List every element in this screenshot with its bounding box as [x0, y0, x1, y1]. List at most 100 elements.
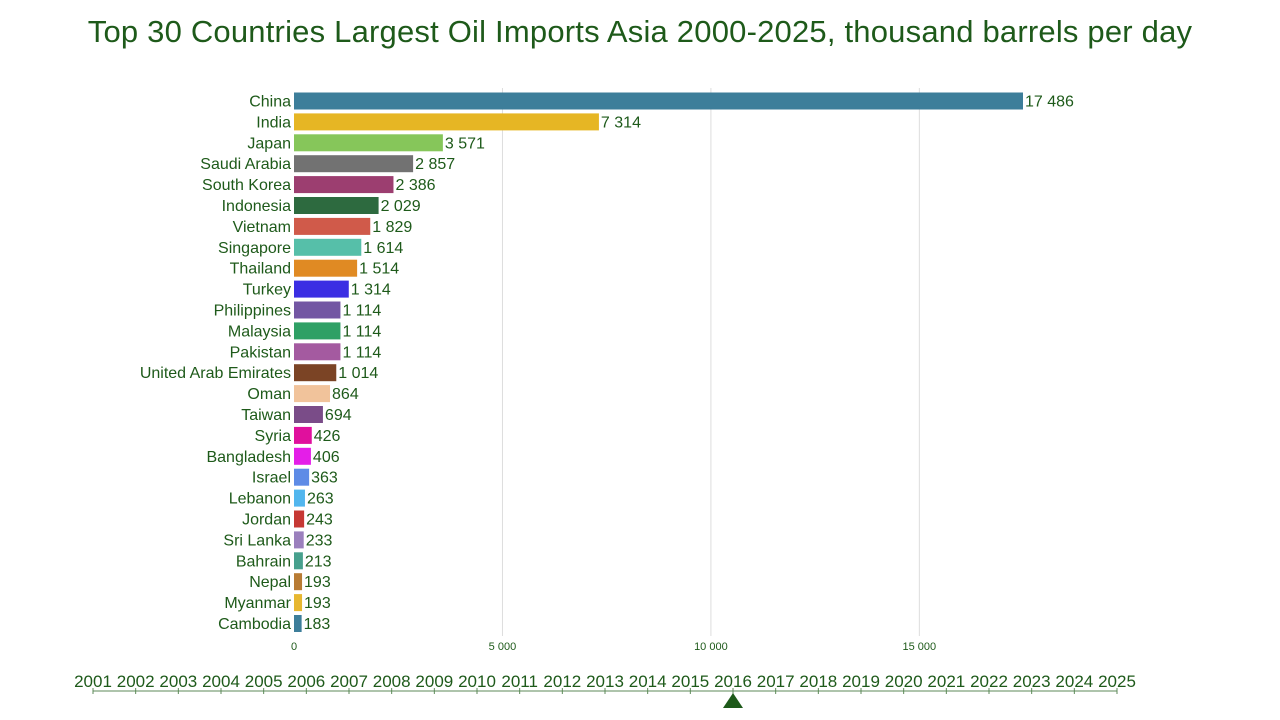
- bar: [294, 406, 323, 423]
- category-label: China: [249, 94, 291, 111]
- current-year-marker-icon[interactable]: [723, 693, 743, 708]
- timeline-year-2014[interactable]: 2014: [629, 672, 667, 691]
- value-label: 2 857: [415, 156, 455, 173]
- value-labels: 17 486 7 314 3 571 2 857 2 386 2 029 1 829 1 61…: [304, 94, 1074, 634]
- bar: [294, 615, 302, 632]
- timeline-year-2006[interactable]: 2006: [287, 672, 325, 691]
- timeline-year-2008[interactable]: 2008: [373, 672, 411, 691]
- bar: [294, 468, 310, 486]
- year-timeline[interactable]: 2001 2002 2003 2004 2005 2006 2007 2008 2009 2010…: [74, 672, 1136, 708]
- timeline-year-2021[interactable]: 2021: [927, 672, 965, 691]
- bar: [294, 217, 371, 235]
- x-tick-label: 5 000: [489, 641, 517, 653]
- bar: [294, 259, 358, 277]
- bar: [294, 552, 303, 570]
- value-label: 1 829: [372, 219, 412, 236]
- value-label: 1 314: [351, 282, 391, 299]
- bar: [294, 573, 303, 591]
- category-label: United Arab Emirates: [140, 365, 291, 382]
- bar: [294, 385, 331, 403]
- value-label: 406: [313, 449, 340, 466]
- timeline-year-2024[interactable]: 2024: [1055, 672, 1093, 691]
- timeline-year-2017[interactable]: 2017: [757, 672, 795, 691]
- bar: [294, 197, 379, 214]
- value-label: 193: [304, 574, 331, 591]
- chart-title: Top 30 Countries Largest Oil Imports Asi…: [87, 14, 1193, 49]
- timeline-year-2003[interactable]: 2003: [159, 672, 197, 691]
- gridlines: [501, 88, 920, 636]
- timeline-year-2019[interactable]: 2019: [842, 672, 880, 691]
- category-label: Japan: [247, 135, 291, 152]
- x-tick-label: 15 000: [903, 641, 937, 653]
- category-label: Saudi Arabia: [200, 156, 291, 173]
- value-label: 363: [311, 470, 338, 487]
- bar: [294, 280, 349, 298]
- category-label: Indonesia: [222, 198, 291, 215]
- bar: [294, 155, 414, 173]
- category-label: Malaysia: [228, 323, 291, 340]
- category-label: Syria: [255, 428, 292, 445]
- timeline-year-2011[interactable]: 2011: [501, 672, 538, 691]
- value-label: 1 614: [363, 240, 403, 257]
- bars: [294, 92, 1023, 632]
- category-label: Jordan: [242, 512, 291, 529]
- value-label: 2 386: [395, 177, 435, 194]
- category-label: Vietnam: [233, 219, 291, 236]
- category-label: Pakistan: [230, 344, 291, 361]
- timeline-year-2012[interactable]: 2012: [543, 672, 581, 691]
- value-label: 2 029: [381, 198, 421, 215]
- category-label: Oman: [247, 386, 291, 403]
- value-label: 1 114: [342, 344, 381, 361]
- value-label: 263: [307, 491, 334, 508]
- bar: [294, 489, 305, 507]
- value-label: 864: [332, 386, 359, 403]
- bar: [294, 134, 443, 152]
- timeline-year-2001[interactable]: 2001: [74, 672, 112, 691]
- value-label: 243: [306, 512, 333, 529]
- bar: [294, 364, 337, 382]
- category-label: Turkey: [243, 282, 291, 299]
- timeline-year-2010[interactable]: 2010: [458, 672, 496, 691]
- value-label: 1 514: [359, 261, 399, 278]
- bar: [294, 447, 311, 465]
- value-label: 213: [305, 553, 332, 570]
- bar: [294, 176, 394, 194]
- value-label: 17 486: [1025, 94, 1074, 111]
- value-label: 1 114: [342, 323, 381, 340]
- value-label: 3 571: [445, 135, 485, 152]
- timeline-year-2009[interactable]: 2009: [415, 672, 453, 691]
- timeline-year-2013[interactable]: 2013: [586, 672, 624, 691]
- timeline-year-2004[interactable]: 2004: [202, 672, 240, 691]
- timeline-year-2015[interactable]: 2015: [671, 672, 709, 691]
- bar: [294, 301, 341, 319]
- bar: [294, 92, 1023, 110]
- value-label: 694: [325, 407, 352, 424]
- category-label: Sri Lanka: [223, 532, 291, 549]
- bar: [294, 238, 362, 256]
- timeline-year-2020[interactable]: 2020: [885, 672, 923, 691]
- category-label: Nepal: [249, 574, 291, 591]
- value-label: 426: [314, 428, 341, 445]
- category-label: Philippines: [214, 303, 291, 320]
- category-label: Thailand: [230, 261, 291, 278]
- bar: [294, 426, 312, 444]
- bar: [294, 343, 341, 361]
- timeline-year-2016[interactable]: 2016: [714, 672, 752, 691]
- value-label: 7 314: [601, 114, 641, 131]
- category-label: Bahrain: [236, 553, 291, 570]
- timeline-year-2025[interactable]: 2025: [1098, 672, 1136, 691]
- timeline-year-2005[interactable]: 2005: [245, 672, 283, 691]
- timeline-year-2018[interactable]: 2018: [799, 672, 837, 691]
- timeline-year-2022[interactable]: 2022: [970, 672, 1008, 691]
- category-label: Bangladesh: [206, 449, 291, 466]
- category-label: Lebanon: [229, 491, 291, 508]
- category-label: India: [256, 114, 291, 131]
- bar: [294, 113, 599, 131]
- timeline-year-2002[interactable]: 2002: [117, 672, 155, 691]
- category-labels: China India Japan Saudi Arabia South Korea In…: [140, 94, 292, 634]
- timeline-year-2007[interactable]: 2007: [330, 672, 368, 691]
- category-label: Cambodia: [218, 616, 291, 633]
- category-label: Israel: [252, 470, 291, 487]
- timeline-year-2023[interactable]: 2023: [1013, 672, 1051, 691]
